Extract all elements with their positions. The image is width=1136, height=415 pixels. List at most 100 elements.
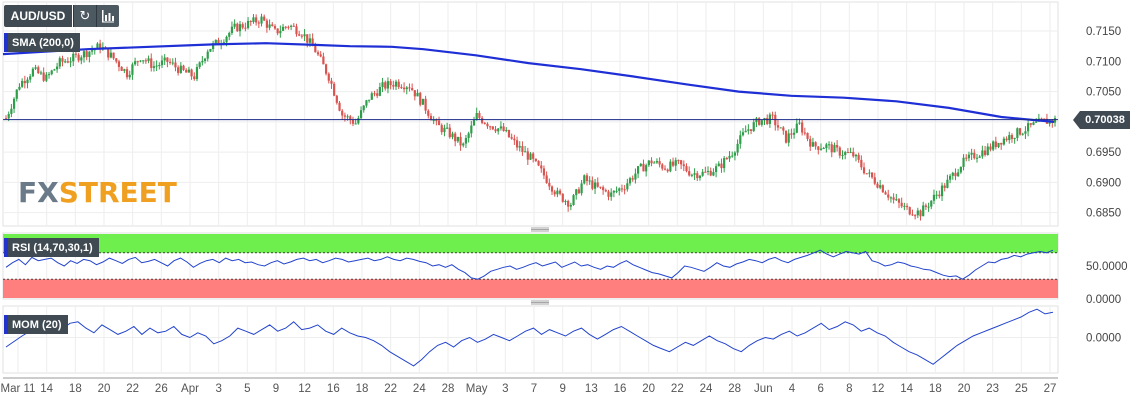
- candle-body: [58, 58, 61, 67]
- candle-body: [739, 135, 742, 144]
- candle-body: [513, 138, 516, 141]
- candle-body: [384, 82, 387, 89]
- x-tick-label: Jun: [754, 383, 773, 395]
- candle-body: [502, 126, 505, 131]
- candle-body: [228, 32, 231, 37]
- candle-body: [322, 56, 325, 65]
- candle-body: [115, 58, 118, 62]
- candle-body: [610, 192, 613, 197]
- candle-body: [1032, 122, 1035, 125]
- candle-body: [273, 26, 277, 29]
- candle-body: [236, 23, 239, 32]
- symbol-label[interactable]: AUD/USD: [4, 5, 72, 27]
- candle-body: [524, 151, 527, 153]
- candle-body: [940, 185, 944, 197]
- x-tick-label: 26: [155, 383, 168, 395]
- rsi-indicator-label[interactable]: RSI (14,70,30,1): [4, 238, 99, 257]
- mom-indicator-label[interactable]: MOM (20): [4, 315, 68, 334]
- candle-body: [747, 129, 750, 131]
- candle-body: [876, 183, 879, 188]
- candle-body: [556, 190, 559, 195]
- candle-body: [540, 165, 543, 169]
- candle-body: [217, 39, 220, 45]
- candle-body: [801, 122, 804, 133]
- candle-body: [997, 142, 1000, 148]
- bar-chart-icon: [102, 10, 114, 23]
- candle-body: [919, 210, 922, 217]
- candle-body: [190, 69, 193, 77]
- candle-body: [368, 99, 371, 101]
- candle-body: [731, 155, 734, 157]
- candle-body: [1053, 118, 1057, 123]
- candle-body: [284, 26, 287, 28]
- candle-body: [542, 168, 546, 176]
- candle-body: [946, 179, 949, 188]
- candle-body: [357, 118, 360, 124]
- candle-body: [881, 185, 884, 193]
- candle-body: [599, 186, 602, 188]
- candle-body: [381, 82, 384, 87]
- candle-body: [193, 76, 196, 80]
- candle-body: [674, 160, 677, 166]
- mom-line: [5, 308, 1054, 367]
- candle-body: [889, 197, 893, 199]
- candle-body: [316, 52, 320, 55]
- candle-body: [174, 62, 177, 68]
- candle-body: [144, 60, 147, 62]
- candle-body: [290, 25, 293, 27]
- sma-indicator-label[interactable]: SMA (200,0): [4, 33, 80, 52]
- x-tick-label: 24: [700, 383, 713, 395]
- candle-body: [365, 100, 368, 106]
- candle-body: [61, 58, 64, 62]
- candle-body: [682, 164, 685, 167]
- candle-body: [1035, 121, 1038, 123]
- candle-body: [714, 166, 718, 173]
- candle-body: [873, 177, 876, 184]
- candle-body: [1029, 123, 1032, 125]
- candle-body: [701, 171, 704, 176]
- candle-body: [766, 118, 769, 124]
- candle-body: [432, 120, 435, 122]
- candle-body: [343, 115, 347, 117]
- candle-body: [809, 138, 812, 147]
- candle-body: [790, 133, 793, 135]
- candle-body: [900, 202, 903, 207]
- candle-body: [411, 88, 414, 91]
- refresh-button[interactable]: ↻: [73, 5, 96, 27]
- x-tick-label: 20: [642, 383, 655, 395]
- candle-body: [733, 152, 737, 156]
- candle-body: [550, 186, 554, 192]
- candle-body: [209, 49, 212, 52]
- candle-body: [389, 81, 392, 86]
- x-tick-label: 4: [789, 383, 796, 395]
- bar-chart-button[interactable]: [96, 5, 119, 27]
- candle-body: [287, 26, 290, 28]
- x-tick-label: 16: [614, 383, 627, 395]
- candle-body: [69, 61, 72, 63]
- candle-body: [865, 173, 868, 175]
- candle-body: [564, 200, 567, 202]
- candle-body: [1013, 138, 1016, 140]
- x-tick-label: 16: [327, 383, 340, 395]
- candle-body: [45, 74, 48, 81]
- candle-body: [905, 205, 909, 208]
- candle-body: [548, 182, 551, 187]
- candle-body: [64, 61, 67, 63]
- mom-tick-label: 0.0000: [1086, 333, 1121, 345]
- logo-part-street: STREET: [58, 176, 177, 209]
- candle-body: [588, 180, 591, 182]
- candle-body: [567, 200, 570, 207]
- candle-body: [895, 199, 898, 201]
- candle-body: [677, 160, 680, 162]
- candle-body: [400, 87, 403, 89]
- candle-body: [12, 98, 16, 109]
- candle-body: [21, 80, 24, 87]
- candle-body: [653, 162, 656, 164]
- candle-body: [892, 197, 895, 200]
- candle-body: [491, 126, 494, 130]
- candle-body: [416, 92, 419, 97]
- candle-body: [112, 52, 115, 59]
- candle-body: [545, 175, 548, 183]
